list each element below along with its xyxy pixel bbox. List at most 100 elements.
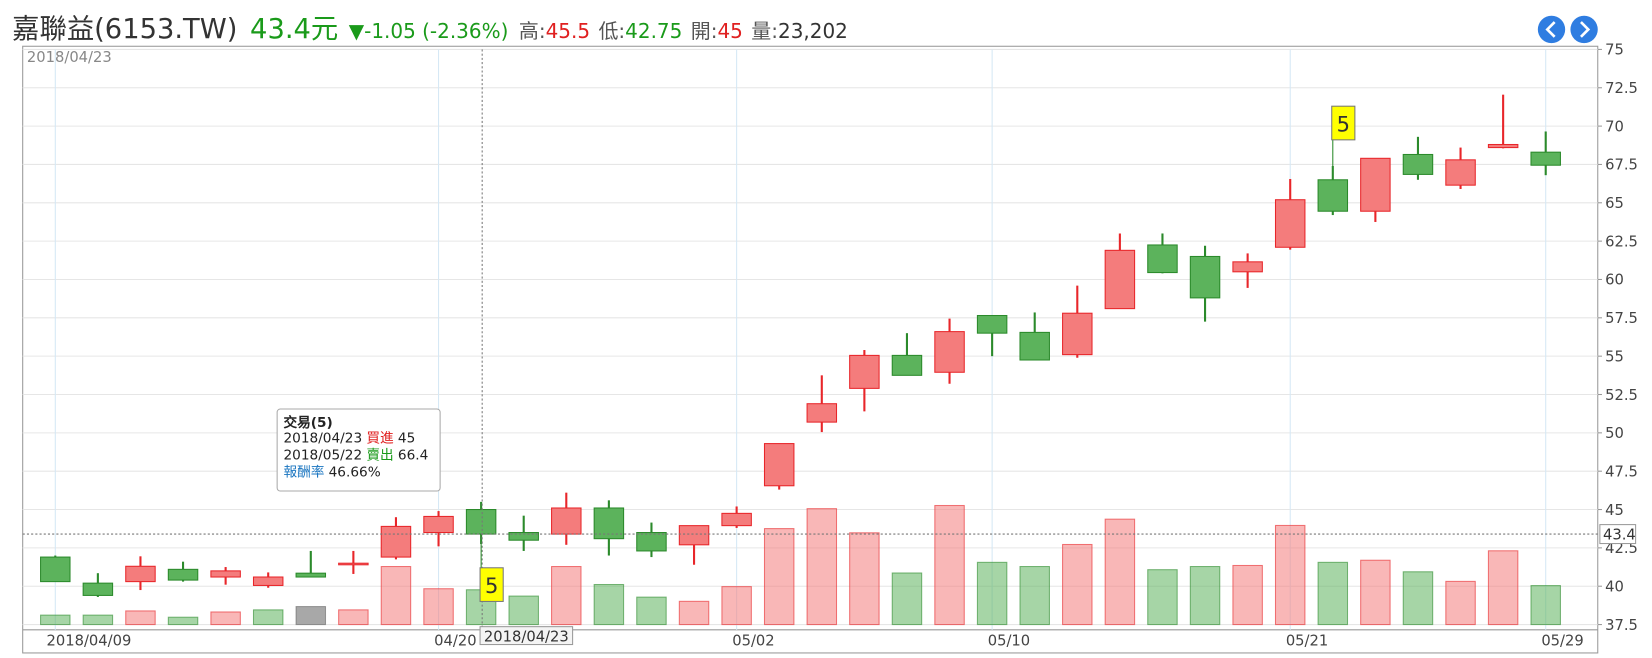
volume-bar bbox=[849, 532, 880, 626]
volume-bar bbox=[1274, 524, 1306, 626]
y-tick-label: 55 bbox=[1605, 348, 1624, 365]
y-tick-label: 65 bbox=[1605, 195, 1624, 212]
y-tick-label: 47.5 bbox=[1605, 463, 1638, 480]
y-tick-label: 62.5 bbox=[1605, 233, 1638, 250]
tooltip-text: 2018/05/22 bbox=[283, 447, 362, 463]
y-tick-label: 45 bbox=[1605, 502, 1624, 519]
volume-bar bbox=[891, 572, 923, 626]
volume-bar bbox=[1232, 564, 1263, 626]
volume-bar bbox=[721, 586, 752, 626]
candle-body bbox=[1402, 153, 1434, 175]
volume-bar bbox=[551, 566, 582, 626]
x-tick-label: 05/29 bbox=[1541, 633, 1583, 650]
candle-body bbox=[1104, 249, 1136, 310]
low-label: 低: bbox=[598, 19, 625, 43]
volume-bar bbox=[167, 616, 199, 626]
change: ▼-1.05 (-2.36%) bbox=[349, 19, 509, 43]
volume-bar bbox=[1530, 585, 1561, 626]
y-tick-label: 72.5 bbox=[1605, 80, 1638, 97]
tooltip-text: 45 bbox=[398, 431, 415, 447]
next-button[interactable] bbox=[1570, 15, 1598, 44]
volume-bar bbox=[806, 508, 838, 626]
candle-body bbox=[1232, 261, 1263, 273]
crosshair-value-box bbox=[1599, 524, 1637, 545]
candle-body bbox=[338, 562, 369, 566]
candle-body bbox=[806, 403, 838, 423]
y-tick-label: 40 bbox=[1605, 578, 1624, 595]
volume-bar bbox=[1360, 559, 1391, 626]
flag-label: 5 bbox=[485, 573, 498, 598]
volume-bar bbox=[593, 583, 625, 626]
candle-body bbox=[678, 525, 710, 546]
volume-bar bbox=[1019, 566, 1050, 626]
candle-body bbox=[252, 576, 284, 586]
candle-body bbox=[891, 354, 923, 376]
candle-body bbox=[976, 314, 1008, 334]
tooltip-text: 賣出 bbox=[366, 447, 393, 463]
volume-bar bbox=[380, 566, 412, 626]
candle-body bbox=[721, 512, 752, 527]
candle-body bbox=[1487, 143, 1519, 149]
y-tick-label: 70 bbox=[1605, 118, 1624, 135]
stock-name: 嘉聯益(6153.TW) bbox=[12, 14, 237, 45]
tooltip-line: 2018/05/22 賣出 66.4 bbox=[283, 447, 428, 463]
volume-bar bbox=[763, 528, 795, 626]
candle-body bbox=[82, 582, 114, 596]
flag-label: 5 bbox=[1337, 111, 1350, 136]
candle-body bbox=[1062, 312, 1093, 356]
crosshair-value: 43.4 bbox=[1603, 526, 1636, 543]
candle-body bbox=[1360, 157, 1391, 212]
prev-button[interactable] bbox=[1537, 15, 1566, 44]
trade-tooltip bbox=[276, 408, 441, 492]
candle-body bbox=[380, 525, 412, 558]
volume-bar bbox=[252, 609, 284, 626]
tooltip-text: 66.4 bbox=[398, 447, 428, 463]
open-label: 開: bbox=[691, 19, 718, 43]
candle-body bbox=[295, 572, 327, 578]
y-tick-label: 50 bbox=[1605, 425, 1624, 442]
low: 42.75 bbox=[625, 19, 682, 43]
volume-bar bbox=[934, 504, 965, 626]
candle-body bbox=[210, 570, 241, 578]
volume-bar bbox=[1487, 550, 1519, 626]
high: 45.5 bbox=[546, 19, 590, 43]
y-tick-label: 42.5 bbox=[1605, 540, 1638, 557]
tooltip-text: 交易(5) bbox=[283, 414, 332, 431]
flag-box bbox=[479, 567, 504, 602]
volume-bar bbox=[125, 610, 156, 626]
candle-body bbox=[125, 565, 156, 583]
y-tick-label: 75 bbox=[1605, 42, 1624, 59]
candle-body bbox=[40, 556, 71, 583]
volume-bar bbox=[678, 600, 710, 626]
candle-body bbox=[1445, 159, 1476, 186]
volume-label: 量: bbox=[751, 19, 778, 43]
tooltip-text: 2018/04/23 bbox=[283, 431, 362, 447]
volume-bar bbox=[338, 609, 369, 626]
candle-body bbox=[508, 532, 539, 541]
x-tick-label: 05/10 bbox=[988, 633, 1030, 650]
crosshair-date: 2018/04/23 bbox=[484, 628, 569, 645]
candle-body bbox=[763, 443, 795, 487]
flag-box bbox=[1331, 105, 1356, 141]
volume-bar bbox=[1147, 569, 1178, 626]
x-tick-label: 04/20 bbox=[434, 633, 476, 650]
x-tick-label: 2018/04/09 bbox=[47, 633, 132, 650]
candle-body bbox=[1274, 199, 1306, 248]
high-label: 高: bbox=[519, 19, 546, 43]
y-tick-label: 60 bbox=[1605, 272, 1624, 289]
volume-bar bbox=[1445, 580, 1476, 626]
tooltip-line: 2018/04/23 買進 45 bbox=[283, 431, 415, 447]
volume-bar bbox=[1402, 571, 1434, 626]
tooltip-text: 買進 bbox=[366, 431, 394, 447]
tooltip-text: 報酬率 bbox=[283, 463, 324, 480]
y-tick-label: 37.5 bbox=[1605, 617, 1638, 634]
candle-body bbox=[636, 532, 667, 552]
x-tick-label: 05/21 bbox=[1286, 633, 1328, 650]
top-date: 2018/04/23 bbox=[27, 49, 112, 66]
volume-bar bbox=[636, 596, 667, 626]
header: 嘉聯益(6153.TW) 43.4元 ▼-1.05 (-2.36%) 高:45.5 低:… bbox=[12, 14, 848, 45]
volume-bar bbox=[295, 606, 327, 626]
volume-bar bbox=[976, 561, 1008, 626]
y-tick-label: 57.5 bbox=[1605, 310, 1638, 327]
